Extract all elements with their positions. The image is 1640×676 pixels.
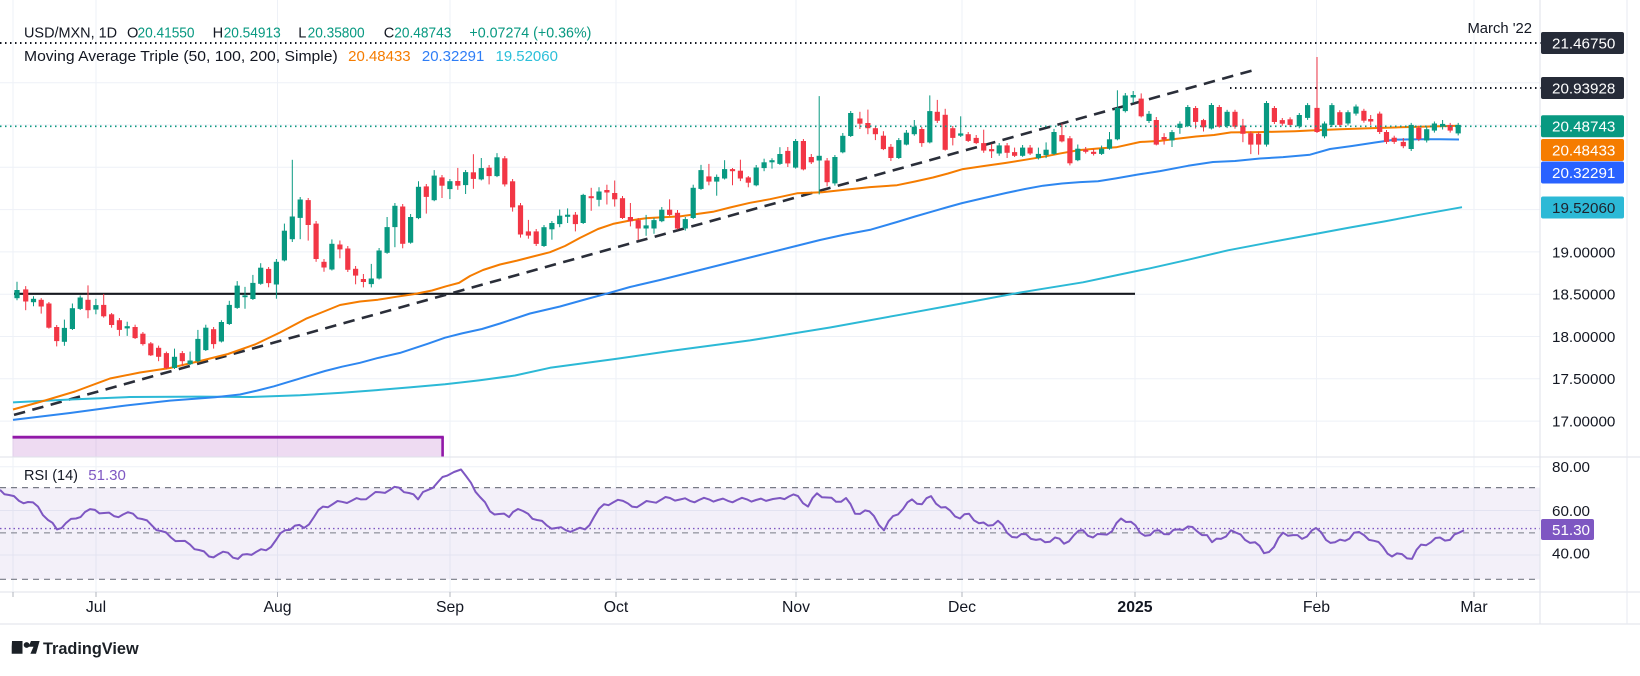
svg-text:21.46750: 21.46750 [1552,35,1615,52]
svg-text:18.00000: 18.00000 [1552,329,1615,346]
svg-text:20.48743: 20.48743 [1552,119,1615,136]
svg-text:20.32291: 20.32291 [1552,165,1615,182]
svg-text:2025: 2025 [1117,599,1152,616]
svg-text:80.00: 80.00 [1552,459,1590,476]
svg-text:Jul: Jul [86,599,106,616]
svg-text:17.00000: 17.00000 [1552,414,1615,431]
svg-text:20.32291: 20.32291 [422,49,484,65]
svg-text:H: H [213,26,224,42]
svg-text:20.41550: 20.41550 [138,26,195,42]
svg-text:Oct: Oct [604,599,629,616]
svg-text:19.52060: 19.52060 [1552,200,1615,217]
svg-text:Sep: Sep [436,599,464,616]
svg-text:60.00: 60.00 [1552,503,1590,520]
svg-text:Dec: Dec [948,599,976,616]
svg-text:20.48433: 20.48433 [1552,142,1615,159]
svg-text:O: O [127,26,138,42]
svg-text:C: C [384,26,395,42]
svg-text:20.48433: 20.48433 [348,49,410,65]
svg-text:Moving Average Triple (50, 100: Moving Average Triple (50, 100, 200, Sim… [24,49,338,65]
svg-text:40.00: 40.00 [1552,545,1590,562]
svg-text:19.00000: 19.00000 [1552,244,1615,261]
svg-text:Nov: Nov [782,599,810,616]
svg-text:RSI (14): RSI (14) [24,468,78,484]
svg-text:20.48743: 20.48743 [394,26,451,42]
svg-text:L: L [298,26,306,42]
svg-text:Aug: Aug [263,599,291,616]
svg-text:USD/MXN, 1D: USD/MXN, 1D [24,26,117,42]
svg-text:18.50000: 18.50000 [1552,287,1615,304]
svg-text:March '22: March '22 [1467,21,1532,37]
svg-text:19.52060: 19.52060 [496,49,558,65]
svg-text:51.30: 51.30 [1552,522,1590,539]
svg-text:20.35800: 20.35800 [308,26,365,42]
svg-text:17.50000: 17.50000 [1552,371,1615,388]
svg-text:+0.07274 (+0.36%): +0.07274 (+0.36%) [469,26,591,42]
svg-text:51.30: 51.30 [88,468,126,484]
svg-text:TradingView: TradingView [43,640,139,658]
svg-text:Feb: Feb [1303,599,1330,616]
svg-text:20.54913: 20.54913 [224,26,281,42]
svg-text:Mar: Mar [1460,599,1487,616]
svg-text:20.93928: 20.93928 [1552,80,1615,97]
